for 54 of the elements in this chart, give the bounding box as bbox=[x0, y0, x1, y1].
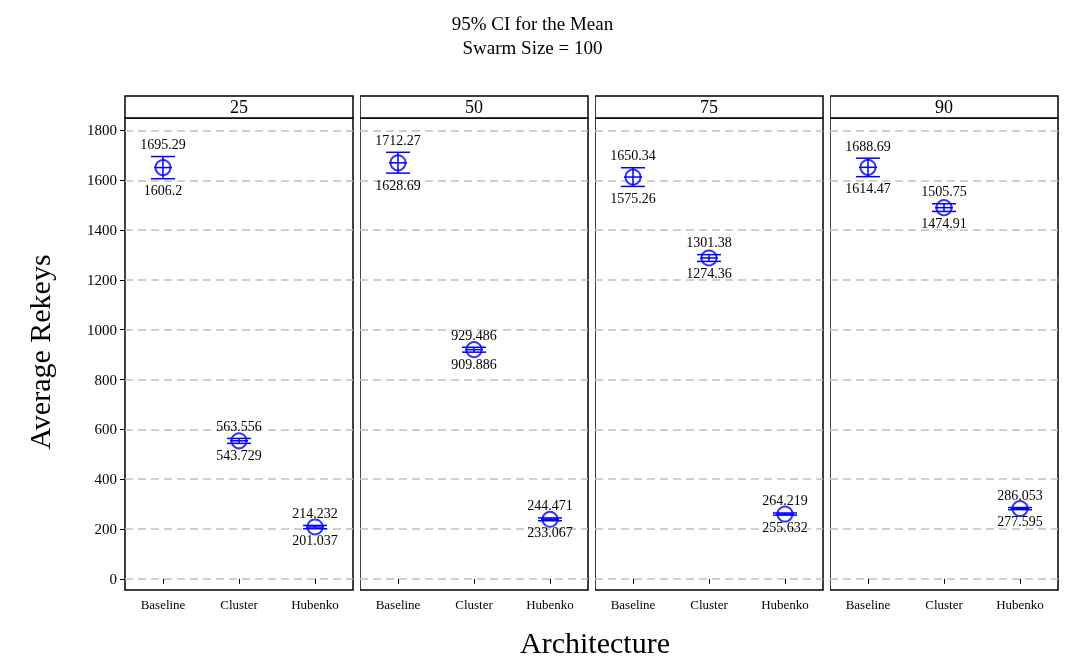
x-tick-label: Baseline bbox=[140, 597, 186, 612]
annotation: 909.886 bbox=[451, 356, 497, 372]
annotation: 264.219 bbox=[762, 493, 808, 509]
annotation: 277.595 bbox=[997, 514, 1043, 530]
chart-title: 75 bbox=[700, 97, 718, 117]
y-axis-title: Average Rekeys bbox=[23, 254, 57, 450]
annotation: 1688.69 bbox=[845, 138, 891, 154]
chart-title: 25 bbox=[230, 97, 248, 117]
annotation: 1575.26 bbox=[610, 190, 656, 206]
annotation: 1614.47 bbox=[845, 181, 891, 197]
x-axis-title: Architecture bbox=[519, 626, 671, 660]
x-tick-label: Baseline bbox=[375, 597, 421, 612]
annotation: 214.232 bbox=[292, 505, 338, 521]
x-tick-label: Hubenko bbox=[526, 597, 574, 612]
x-tick-label: Baseline bbox=[610, 597, 656, 612]
y-tick-label: 1800 bbox=[87, 122, 117, 139]
x-tick-label: Cluster bbox=[690, 597, 729, 612]
x-tick-label: Cluster bbox=[925, 597, 964, 612]
x-tick-label: Hubenko bbox=[291, 597, 339, 612]
annotation: 244.471 bbox=[527, 498, 573, 514]
annotation: 1695.29 bbox=[140, 137, 186, 153]
annotation: 286.053 bbox=[997, 488, 1043, 504]
chart-title: 90 bbox=[935, 97, 953, 117]
y-tick-label: 600 bbox=[94, 421, 117, 438]
annotation: 255.632 bbox=[762, 519, 808, 535]
x-tick-label: Hubenko bbox=[761, 597, 809, 612]
annotation: 1505.75 bbox=[921, 184, 967, 200]
y-tick-label: 0 bbox=[109, 570, 117, 587]
x-tick-label: Cluster bbox=[220, 597, 259, 612]
annotation: 929.486 bbox=[451, 327, 497, 343]
y-tick-label: 1200 bbox=[87, 271, 117, 288]
x-tick-label: Hubenko bbox=[996, 597, 1044, 612]
annotation: 1606.2 bbox=[143, 183, 183, 199]
annotation: 201.037 bbox=[292, 533, 338, 549]
y-tick-label: 1000 bbox=[87, 321, 117, 338]
y-tick-label: 1400 bbox=[87, 222, 117, 239]
text: 95% CI for the Mean bbox=[450, 12, 615, 36]
annotation: 233.067 bbox=[527, 525, 573, 541]
annotation: 1628.69 bbox=[375, 177, 421, 193]
annotation: 1474.91 bbox=[921, 215, 967, 231]
annotation: 1650.34 bbox=[610, 148, 656, 164]
annotation: 1301.38 bbox=[686, 235, 732, 251]
y-tick-label: 800 bbox=[94, 371, 117, 388]
annotation: 563.556 bbox=[216, 418, 262, 434]
x-tick-label: Cluster bbox=[455, 597, 494, 612]
y-tick-label: 1600 bbox=[87, 172, 117, 189]
annotation: 1712.27 bbox=[375, 132, 421, 148]
x-tick-label: Baseline bbox=[845, 597, 891, 612]
text: Swarm Size = 100 bbox=[461, 36, 604, 60]
annotation: 1274.36 bbox=[686, 265, 732, 281]
y-tick-label: 200 bbox=[94, 520, 117, 537]
chart-title: 50 bbox=[465, 97, 483, 117]
y-tick-label: 400 bbox=[94, 471, 117, 488]
annotation: 543.729 bbox=[216, 447, 262, 463]
